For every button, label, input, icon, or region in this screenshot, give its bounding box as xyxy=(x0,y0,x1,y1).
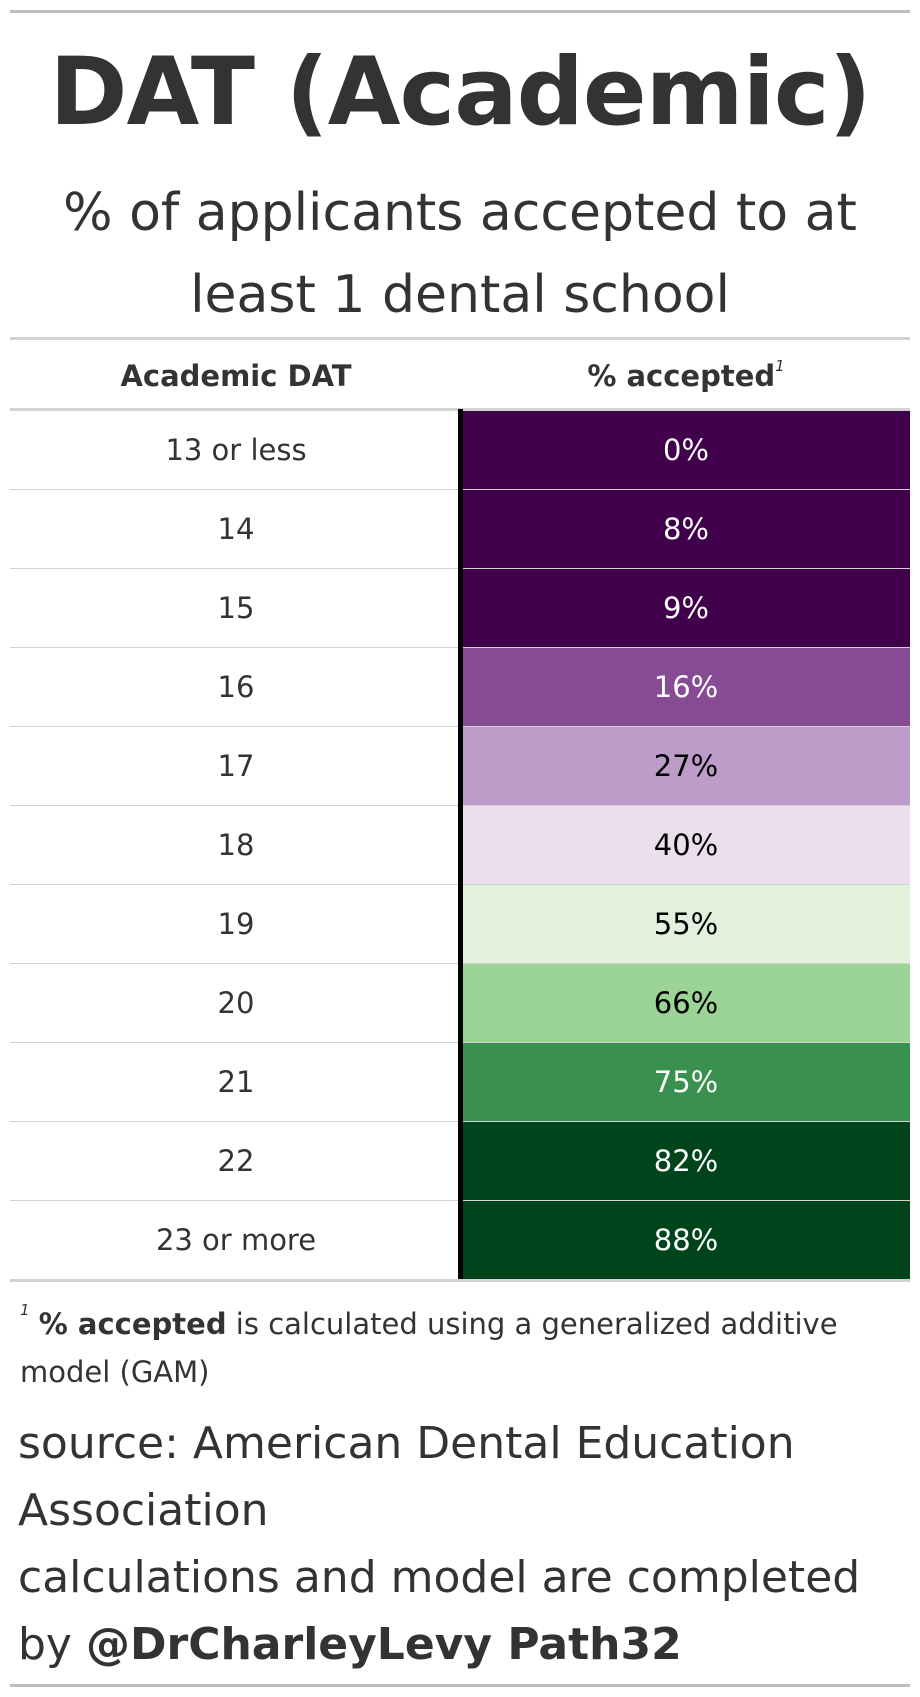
credit-author: @DrCharleyLevy Path32 xyxy=(85,1619,682,1670)
row-label: 17 xyxy=(217,749,255,783)
column-divider xyxy=(458,409,463,1281)
value-cell: 8% xyxy=(462,490,910,569)
column-header-label: Academic DAT xyxy=(120,359,352,393)
value-cell: 27% xyxy=(462,727,910,806)
table-row: 20 66% xyxy=(10,964,910,1043)
chart-title: DAT (Academic) xyxy=(49,38,871,147)
table-row: 14 8% xyxy=(10,490,910,569)
row-label: 20 xyxy=(217,986,255,1020)
value-cell: 9% xyxy=(462,569,910,648)
row-label: 22 xyxy=(217,1144,255,1178)
row-label: 21 xyxy=(217,1065,255,1099)
value-cell: 88% xyxy=(462,1201,910,1280)
table-row: 16 16% xyxy=(10,648,910,727)
footnote-bold-term: % accepted xyxy=(38,1307,227,1341)
source-line: source: American Dental Education Associ… xyxy=(18,1418,795,1536)
value-cell: 16% xyxy=(462,648,910,727)
footnote-text: is calculated using a generalized additi… xyxy=(20,1307,838,1389)
footnote-number: 1 xyxy=(20,1301,30,1319)
value-cell: 55% xyxy=(462,885,910,964)
credit-line: calculations and model are completed by … xyxy=(18,1544,908,1678)
table-row: 23 or more 88% xyxy=(10,1201,910,1280)
table-body: 13 or less 0% 14 8% 15 9% 16 16% 17 27% 18 40% 19 55%… xyxy=(10,411,910,1280)
subtitle-rule xyxy=(10,337,910,340)
row-label: 16 xyxy=(217,670,255,704)
value-cell: 0% xyxy=(462,411,910,490)
value-cell: 82% xyxy=(462,1122,910,1201)
table-row: 15 9% xyxy=(10,569,910,648)
row-label: 18 xyxy=(217,828,255,862)
row-label: 14 xyxy=(217,512,255,546)
top-rule xyxy=(10,10,910,13)
row-label: 15 xyxy=(217,591,255,625)
bottom-rule xyxy=(10,1684,910,1687)
column-header-academic-dat: Academic DAT xyxy=(10,356,462,396)
value-cell: 40% xyxy=(462,806,910,885)
row-label: 19 xyxy=(217,907,255,941)
value-cell: 75% xyxy=(462,1043,910,1122)
column-header-value: % accepted xyxy=(587,359,776,393)
footnote-marker: 1 xyxy=(775,357,785,375)
row-label: 23 or more xyxy=(155,1223,317,1257)
footnote: 1 % accepted is calculated using a gener… xyxy=(20,1300,900,1396)
value-cell: 66% xyxy=(462,964,910,1043)
table-bottom-rule xyxy=(10,1279,910,1282)
source-note: source: American Dental Education Associ… xyxy=(18,1410,908,1678)
row-label: 13 or less xyxy=(165,433,307,467)
column-header-percent-accepted: % accepted1 xyxy=(462,356,910,396)
table-row: 13 or less 0% xyxy=(10,411,910,490)
chart-subtitle: % of applicants accepted to at least 1 d… xyxy=(63,183,857,325)
credit-prefix: calculations and model are completed by xyxy=(18,1552,861,1670)
